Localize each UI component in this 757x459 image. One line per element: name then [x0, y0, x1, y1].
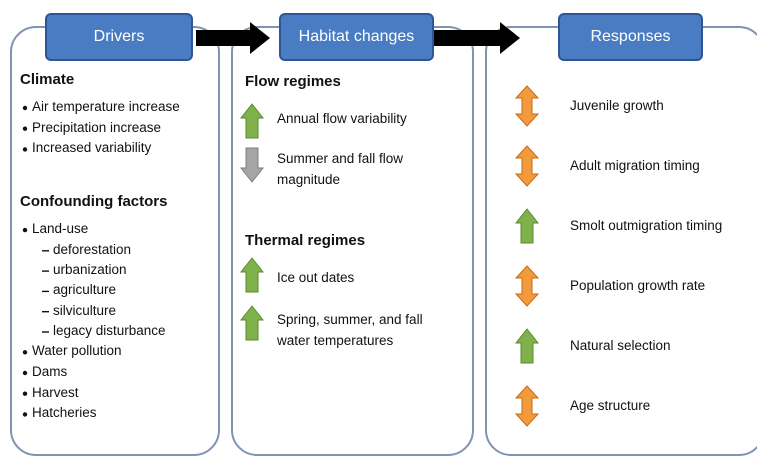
habitat-item: Spring, summer, and fall water temperatu…	[277, 312, 423, 348]
driver-subitem: urbanization	[53, 262, 127, 278]
drivers-header: Drivers	[45, 13, 193, 61]
down-arrow	[239, 147, 265, 183]
up-arrow	[239, 103, 265, 139]
double-arrow	[514, 85, 540, 127]
response-item: Adult migration timing	[570, 158, 700, 173]
response-item: Natural selection	[570, 338, 671, 353]
driver-item: Precipitation increase	[32, 119, 162, 135]
section-title: Confounding factors	[20, 193, 168, 211]
up-arrow	[239, 257, 265, 293]
up-arrow	[514, 208, 540, 244]
bullet	[22, 350, 28, 355]
double-arrow	[514, 265, 540, 307]
bullet	[22, 105, 28, 111]
habitat-header: Habitat changes	[279, 13, 434, 61]
double-arrow	[514, 145, 540, 187]
section-title: Climate	[20, 71, 75, 88]
habitat-item: Annual flow variability	[277, 111, 407, 126]
response-item: Juvenile growth	[570, 98, 664, 113]
up-arrow	[239, 305, 265, 341]
habitat-item: Ice out dates	[277, 270, 355, 285]
habitat-item: Summer and fall flow magnitude	[277, 151, 404, 187]
flow-arrow	[196, 22, 270, 54]
flow-arrow	[432, 22, 520, 54]
double-arrow	[514, 385, 540, 427]
driver-item: Increased variability	[32, 140, 152, 156]
driver-item: Land-use	[32, 221, 89, 237]
driver-item: Harvest	[32, 384, 79, 400]
bullet	[22, 391, 28, 396]
up-arrow	[514, 328, 540, 364]
driver-item: Dams	[32, 364, 68, 379]
driver-subitem: deforestation	[53, 241, 132, 257]
section-title: Flow regimes	[245, 73, 341, 90]
response-item: Smolt outmigration timing	[570, 218, 723, 233]
response-item: Age structure	[570, 398, 651, 413]
driver-item: Air temperature increase	[32, 99, 180, 114]
driver-subitem: agriculture	[53, 282, 117, 298]
bullet	[22, 227, 28, 233]
bullet	[22, 370, 28, 376]
driver-item: Water pollution	[32, 343, 122, 359]
section-title: Thermal regimes	[245, 232, 366, 249]
driver-subitem: silviculture	[53, 302, 117, 318]
responses-header: Responses	[558, 13, 703, 61]
driver-item: Hatcheries	[32, 405, 97, 421]
response-item: Population growth rate	[570, 278, 706, 293]
driver-subitem: legacy disturbance	[53, 323, 166, 338]
bullet	[22, 412, 28, 417]
bullet	[22, 147, 28, 152]
bullet	[22, 126, 28, 131]
